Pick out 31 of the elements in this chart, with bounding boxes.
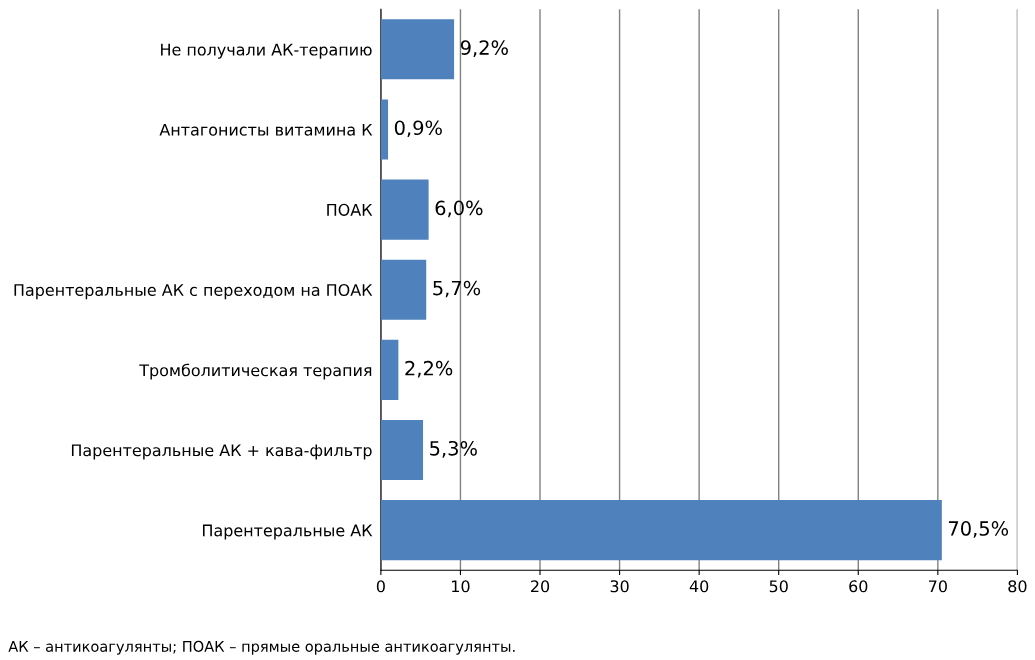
x-tick-label: 80 bbox=[1008, 580, 1027, 593]
data-label: 2,2% bbox=[405, 360, 453, 378]
data-label: 0,9% bbox=[394, 120, 442, 138]
bar bbox=[380, 339, 399, 400]
data-label: 5,3% bbox=[430, 440, 477, 458]
y-tick-label: Парентеральные АК bbox=[203, 524, 373, 540]
y-tick-label: Не получали АК-терапию bbox=[161, 43, 372, 59]
y-tick-label: Парентеральные АК с переходом на ПОАК bbox=[14, 283, 373, 300]
y-tick-label: ПОАК bbox=[327, 203, 373, 216]
bar bbox=[380, 419, 424, 481]
x-tick-label: 40 bbox=[689, 580, 709, 593]
x-tick-label: 60 bbox=[849, 580, 868, 593]
bar bbox=[380, 500, 942, 561]
data-label: 6,0% bbox=[435, 200, 483, 218]
bar bbox=[380, 259, 427, 320]
data-label: 70,5% bbox=[948, 521, 1009, 538]
bar bbox=[380, 19, 455, 80]
data-label: 9,2% bbox=[460, 40, 508, 57]
x-tick-label: 70 bbox=[928, 580, 947, 593]
text: АК – антикоагулянты; ПОАК – прямые оральные антикоагулянты. bbox=[8, 640, 515, 655]
x-tick-label: 0 bbox=[376, 580, 385, 593]
bar bbox=[380, 99, 389, 160]
x-tick-label: 20 bbox=[531, 580, 550, 593]
bar bbox=[380, 179, 429, 240]
data-label: 5,7% bbox=[433, 280, 481, 298]
y-tick-label: Тромболитическая терапия bbox=[139, 363, 372, 380]
x-tick-label: 10 bbox=[452, 580, 470, 593]
x-tick-label: 50 bbox=[769, 580, 788, 593]
y-tick-label: Антагонисты витамина К bbox=[159, 123, 373, 136]
x-tick-label: 30 bbox=[610, 580, 629, 593]
y-tick-label: Парентеральные АК + кава-фильтр bbox=[71, 444, 372, 460]
